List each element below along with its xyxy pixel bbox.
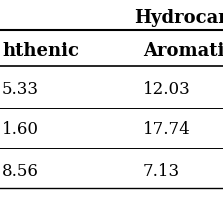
Text: Hydrocarbo: Hydrocarbo (134, 9, 223, 27)
Text: 12.03: 12.03 (143, 81, 191, 99)
Text: 7.13: 7.13 (143, 163, 180, 180)
Text: 17.74: 17.74 (143, 122, 191, 138)
Text: 8.56: 8.56 (2, 163, 39, 180)
Text: Aromatic: Aromatic (143, 42, 223, 60)
Text: hthenic: hthenic (2, 42, 79, 60)
Text: 1.60: 1.60 (2, 122, 39, 138)
Text: 5.33: 5.33 (2, 81, 39, 99)
